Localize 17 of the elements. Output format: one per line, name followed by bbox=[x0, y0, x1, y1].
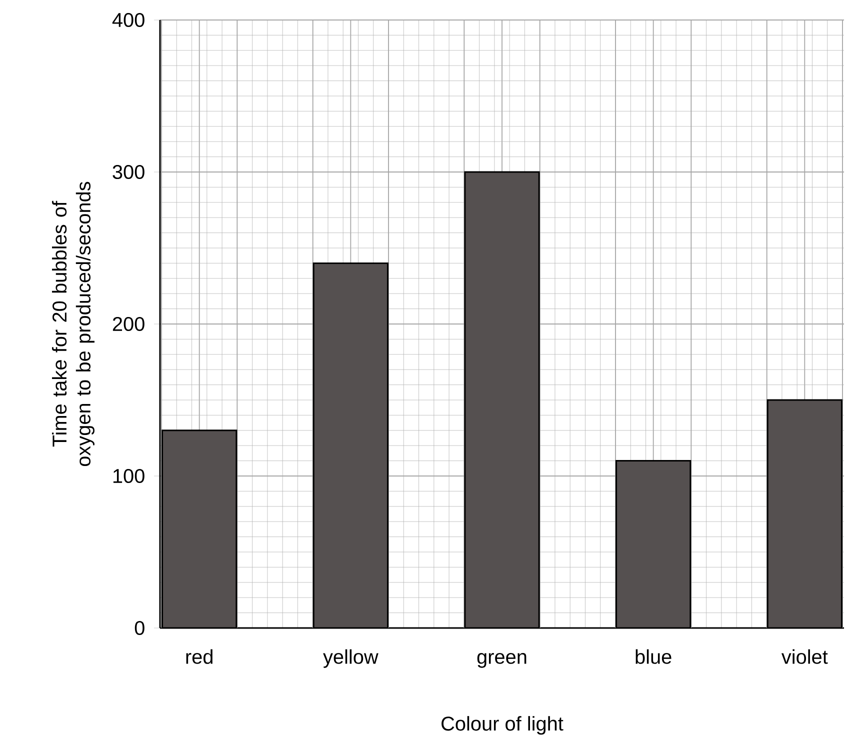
bar bbox=[162, 430, 236, 628]
y-axis-title: Time take for 20 bubbles of oxygen to be produced/seconds bbox=[52, 182, 94, 466]
x-tick-label: violet bbox=[781, 649, 828, 664]
x-tick-label: green bbox=[477, 653, 526, 668]
bar bbox=[766, 399, 842, 628]
x-tick-label: yellow bbox=[323, 649, 378, 668]
y-tick-label: 0 bbox=[134, 620, 144, 636]
bar bbox=[314, 263, 388, 628]
bar bbox=[464, 172, 540, 628]
y-tick-label: 400 bbox=[112, 12, 144, 28]
bar bbox=[616, 460, 690, 628]
y-tick-label: 100 bbox=[113, 468, 144, 484]
x-tick-label: red bbox=[186, 649, 212, 664]
x-axis-title: Colour of light bbox=[442, 716, 564, 735]
x-tick-label: blue bbox=[636, 649, 672, 664]
y-tick-label: 300 bbox=[112, 164, 144, 180]
y-tick-label: 200 bbox=[112, 316, 144, 332]
